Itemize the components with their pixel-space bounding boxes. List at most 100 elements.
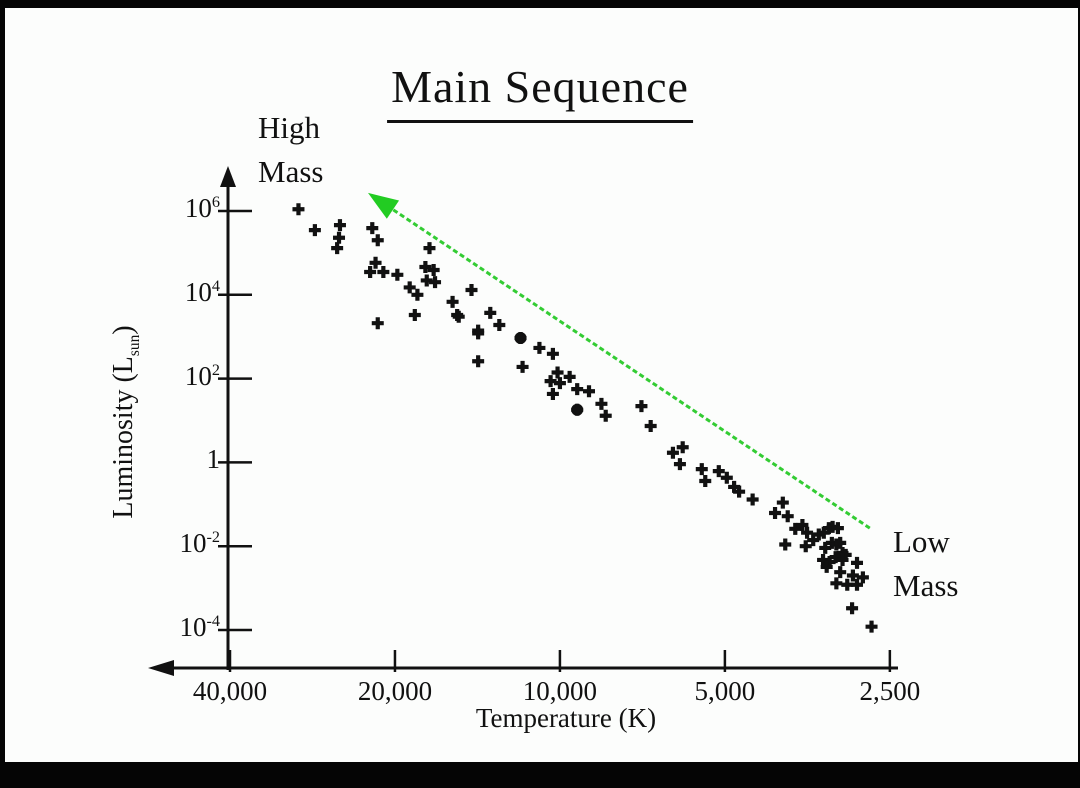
high-mass-line1: High bbox=[258, 110, 320, 145]
high-mass-line2: Mass bbox=[258, 154, 324, 189]
data-point bbox=[571, 403, 584, 416]
y-tick-label: 106 bbox=[184, 193, 220, 223]
data-point bbox=[419, 261, 432, 274]
data-point bbox=[781, 510, 794, 523]
letterbox-right bbox=[1078, 0, 1080, 788]
y-tick-exponent: -4 bbox=[206, 612, 220, 630]
x-tick-label: 10,000 bbox=[522, 676, 598, 706]
data-point bbox=[776, 496, 789, 509]
data-point bbox=[856, 571, 869, 584]
data-point bbox=[673, 458, 686, 471]
data-point bbox=[546, 387, 559, 400]
data-point bbox=[769, 506, 782, 519]
data-point bbox=[408, 308, 421, 321]
data-point bbox=[779, 538, 792, 551]
data-point bbox=[830, 577, 843, 590]
mass-direction-arrow-line bbox=[392, 208, 871, 530]
data-point bbox=[666, 446, 679, 459]
x-tick-label: 5,000 bbox=[694, 676, 756, 706]
data-point bbox=[676, 441, 689, 454]
data-point bbox=[865, 620, 878, 633]
data-point bbox=[801, 526, 814, 539]
y-tick-label: 102 bbox=[184, 360, 220, 391]
data-point bbox=[834, 536, 847, 549]
data-point bbox=[514, 332, 527, 345]
data-point bbox=[391, 268, 404, 281]
data-point bbox=[371, 317, 384, 330]
x-tick-label: 20,000 bbox=[357, 676, 433, 706]
low-mass-label: Low Mass bbox=[893, 520, 958, 608]
y-axis-arrowhead-icon bbox=[220, 166, 236, 187]
data-point bbox=[583, 385, 596, 398]
y-axis-title-subscript: sun bbox=[125, 334, 143, 357]
x-tick-label: 2,500 bbox=[859, 676, 921, 706]
x-tick-label: 40,000 bbox=[192, 676, 268, 706]
data-point bbox=[553, 377, 566, 390]
data-point bbox=[516, 360, 529, 373]
data-point bbox=[333, 219, 346, 232]
mass-direction-arrowhead-icon bbox=[367, 192, 400, 219]
data-point bbox=[789, 522, 802, 535]
data-point bbox=[377, 266, 390, 279]
data-point bbox=[571, 383, 584, 396]
data-point bbox=[533, 341, 546, 354]
y-tick-label: 10-2 bbox=[179, 528, 220, 559]
x-axis-arrowhead-icon bbox=[148, 660, 174, 676]
letterbox-top bbox=[0, 0, 1080, 8]
data-point bbox=[712, 465, 725, 478]
data-point bbox=[846, 602, 859, 615]
low-mass-line1: Low bbox=[893, 524, 950, 559]
data-point bbox=[331, 242, 344, 255]
data-point bbox=[452, 310, 465, 323]
data-point bbox=[635, 400, 648, 413]
letterbox-bottom bbox=[0, 762, 1080, 788]
data-point bbox=[820, 560, 833, 573]
data-point bbox=[746, 493, 759, 506]
low-mass-line2: Mass bbox=[893, 568, 959, 603]
data-point bbox=[333, 231, 346, 244]
data-point bbox=[493, 319, 506, 332]
y-axis-title-close: ) bbox=[108, 325, 140, 335]
data-point bbox=[563, 370, 576, 383]
data-point bbox=[465, 284, 478, 297]
y-tick-label: 104 bbox=[184, 276, 220, 307]
data-point bbox=[851, 556, 864, 569]
data-point bbox=[292, 203, 305, 216]
data-point bbox=[819, 541, 832, 554]
data-point bbox=[851, 578, 864, 591]
data-point bbox=[429, 276, 442, 289]
y-axis-title-text: Luminosity (L bbox=[108, 356, 140, 519]
data-point bbox=[423, 242, 436, 255]
chart-title: Main Sequence bbox=[387, 60, 693, 123]
high-mass-label: High Mass bbox=[258, 106, 323, 194]
y-tick-label: 10-4 bbox=[179, 612, 220, 642]
data-point bbox=[364, 266, 377, 279]
data-point bbox=[829, 551, 842, 564]
data-point bbox=[472, 327, 485, 340]
data-point bbox=[699, 474, 712, 487]
data-point bbox=[366, 222, 379, 235]
data-point bbox=[799, 540, 812, 553]
data-point bbox=[834, 566, 847, 579]
data-point bbox=[720, 471, 733, 484]
data-point bbox=[695, 463, 708, 476]
data-point bbox=[472, 355, 485, 368]
data-point bbox=[546, 347, 559, 360]
data-point bbox=[411, 288, 424, 301]
y-axis-title: Luminosity (Lsun) bbox=[108, 325, 144, 518]
y-tick-exponent: 2 bbox=[211, 360, 220, 379]
data-point bbox=[403, 281, 416, 294]
data-point bbox=[551, 366, 564, 379]
data-point bbox=[599, 409, 612, 422]
data-point bbox=[369, 256, 382, 269]
y-tick-label: 1 bbox=[206, 444, 221, 475]
x-axis-title: Temperature (K) bbox=[475, 703, 657, 733]
data-point bbox=[427, 264, 440, 277]
data-point bbox=[831, 522, 844, 535]
data-point bbox=[308, 224, 321, 237]
data-point bbox=[371, 234, 384, 247]
data-point bbox=[595, 397, 608, 410]
data-point bbox=[446, 295, 459, 308]
y-tick-exponent: -2 bbox=[206, 528, 220, 547]
